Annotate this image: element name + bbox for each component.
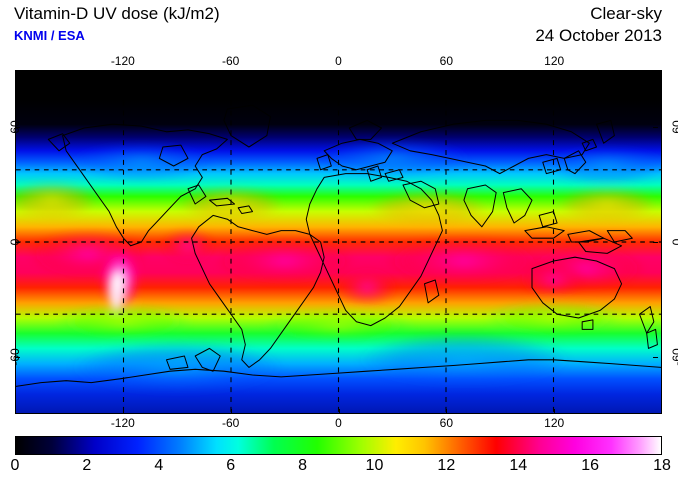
top-axis-label: 120 (544, 54, 565, 68)
top-axis-label: -60 (221, 54, 240, 68)
axis-tick (122, 70, 124, 75)
bottom-axis-label: 120 (544, 416, 565, 430)
colorbar-tick-label: 2 (82, 457, 92, 474)
date-label: 24 October 2013 (535, 26, 662, 45)
colorbar-tick-label: 0 (10, 457, 20, 474)
colorbar-tick-label: 14 (509, 457, 528, 474)
axis-tick (446, 70, 448, 75)
page-title: Vitamin-D UV dose (kJ/m2) (14, 4, 220, 23)
map-plot-area[interactable] (15, 70, 662, 414)
left-axis-label: 60 (8, 120, 22, 135)
top-axis-labels: -120 -60 0 60 120 (15, 54, 662, 68)
axis-tick (15, 356, 20, 358)
top-axis-ticks (15, 70, 662, 75)
bottom-axis-labels: -120 -60 0 60 120 (15, 416, 662, 430)
axis-tick (554, 409, 556, 414)
axis-tick (15, 242, 20, 243)
colorbar-tick-label: 18 (653, 457, 671, 474)
colorbar[interactable] (15, 436, 662, 455)
left-axis-label: -60 (8, 347, 22, 366)
uv-dose-heatmap (16, 71, 661, 413)
right-axis-label: 60 (670, 120, 678, 135)
right-axis-labels: 60 0 -60 (670, 70, 678, 414)
axis-tick (338, 70, 340, 75)
bottom-axis-label: -60 (221, 416, 240, 430)
axis-tick (653, 242, 658, 243)
axis-tick (653, 356, 658, 358)
bottom-axis-label: 0 (335, 416, 342, 430)
map-gridlines (16, 71, 661, 413)
bottom-axis-label: -120 (110, 416, 135, 430)
axis-tick (230, 70, 232, 75)
colorbar-tick-label: 8 (298, 457, 307, 474)
colorbar-tick-label: 4 (154, 457, 164, 474)
axis-tick (446, 409, 448, 414)
colorbar-tick-label: 12 (437, 457, 456, 474)
bottom-axis-label: 60 (439, 416, 454, 430)
left-axis-ticks (15, 70, 20, 414)
sky-condition-label: Clear-sky (590, 4, 662, 23)
top-axis-label: 0 (335, 54, 342, 68)
axis-tick (230, 409, 232, 414)
axis-tick (338, 409, 340, 414)
right-axis-label: 0 (670, 239, 678, 246)
top-axis-label: -120 (110, 54, 135, 68)
credit-label: KNMI / ESA (14, 28, 85, 43)
colorbar-tick-label: 6 (226, 457, 236, 474)
bottom-axis-ticks (15, 408, 662, 414)
axis-tick (15, 127, 20, 129)
axis-tick (122, 409, 124, 414)
right-axis-label: -60 (670, 347, 678, 366)
map-canvas (16, 71, 661, 413)
top-axis-label: 60 (439, 54, 454, 68)
colorbar-gradient (15, 436, 662, 455)
right-axis-ticks (653, 70, 658, 414)
axis-tick (653, 127, 658, 129)
left-axis-labels: 60 0 -60 (8, 70, 22, 414)
colorbar-tick-label: 16 (581, 457, 600, 474)
left-axis-label: 0 (8, 238, 22, 246)
axis-tick (554, 70, 556, 75)
colorbar-tick-label: 10 (365, 457, 384, 474)
